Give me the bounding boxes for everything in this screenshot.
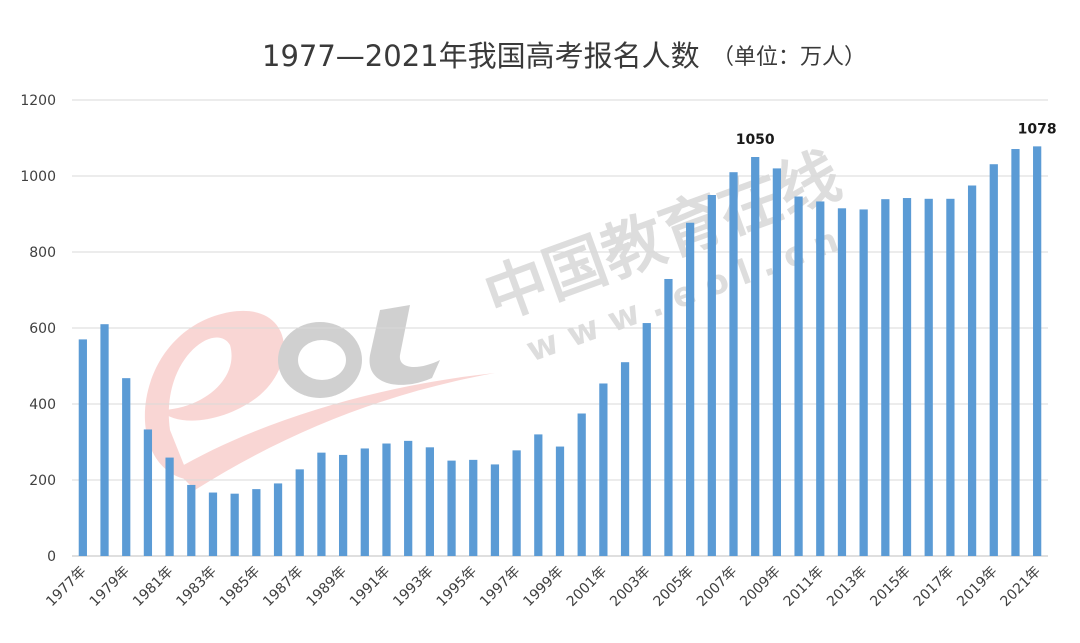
bar-2005年 [686, 222, 695, 557]
y-axis: 0 200 400 600 800 1000 1200 [20, 93, 56, 565]
bar-1998年 [534, 434, 543, 556]
bar-1991年 [382, 443, 391, 556]
bar-1989年 [338, 454, 348, 556]
x-tick-label: 1995年 [434, 564, 480, 610]
eol-watermark-logo [144, 305, 495, 490]
bar-2001年 [599, 383, 608, 556]
x-tick-label: 2001年 [564, 564, 610, 610]
bar-2018年 [967, 185, 977, 556]
bar-1982年 [187, 484, 196, 556]
bar-2016年 [924, 198, 933, 557]
x-tick-label: 1977年 [43, 564, 89, 610]
bar-2006年 [707, 195, 716, 556]
y-tick-label: 1200 [20, 93, 56, 109]
x-tick-label: 1997年 [477, 564, 523, 610]
x-tick-label: 1985年 [217, 564, 263, 610]
bar-2004年 [664, 278, 673, 556]
x-tick-label: 2011年 [781, 564, 827, 610]
x-tick-label: 2019年 [954, 564, 1000, 610]
bar-2009年 [772, 168, 782, 556]
bar-2010年 [794, 196, 803, 556]
bars [78, 146, 1042, 557]
x-tick-label: 2021年 [998, 564, 1044, 610]
x-tick-label: 1999年 [520, 564, 566, 610]
y-tick-label: 800 [29, 245, 56, 261]
data-label: 1050 [736, 132, 775, 148]
bar-1988年 [317, 452, 326, 556]
x-tick-label: 2003年 [607, 564, 653, 610]
bar-2021年 [1033, 146, 1042, 557]
x-tick-label: 2009年 [737, 564, 783, 610]
bar-1978年 [100, 324, 109, 556]
chart-title: 1977—2021年我国高考报名人数 [262, 39, 700, 73]
y-tick-label: 400 [29, 397, 56, 413]
bar-2000年 [577, 413, 586, 556]
bar-2020年 [1011, 149, 1020, 556]
data-labels: 1050 1078 [736, 121, 1057, 148]
bar-1996年 [490, 464, 500, 556]
x-axis: 1977年1979年1981年1983年1985年1987年1989年1991年… [43, 564, 1044, 610]
data-label: 1078 [1018, 121, 1057, 137]
bar-1985年 [252, 489, 261, 556]
bar-2011年 [816, 201, 825, 556]
bar-1995年 [469, 459, 478, 556]
x-tick-label: 2017年 [911, 564, 957, 610]
x-tick-label: 1989年 [304, 564, 350, 610]
bar-1990年 [360, 448, 369, 556]
x-tick-label: 2005年 [651, 564, 697, 610]
bar-1997年 [512, 450, 521, 556]
bar-1987年 [295, 469, 304, 556]
bar-2008年 [751, 157, 760, 556]
x-tick-label: 2007年 [694, 564, 740, 610]
x-tick-label: 1979年 [87, 564, 133, 610]
bar-1994年 [447, 460, 456, 556]
x-tick-label: 2013年 [824, 564, 870, 610]
y-tick-label: 200 [29, 473, 56, 489]
y-tick-label: 600 [29, 321, 56, 337]
x-tick-label: 2015年 [867, 564, 913, 610]
y-tick-label: 1000 [20, 169, 56, 185]
bar-2012年 [837, 208, 847, 557]
y-tick-label: 0 [47, 549, 56, 565]
bar-1983年 [208, 492, 218, 556]
x-tick-label: 1983年 [173, 564, 219, 610]
bar-1993年 [425, 447, 434, 556]
bar-2007年 [729, 172, 738, 556]
bar-2013年 [859, 209, 868, 556]
bar-2002年 [620, 362, 630, 556]
bar-1992年 [404, 440, 413, 556]
x-tick-label: 1991年 [347, 564, 393, 610]
bar-2019年 [989, 164, 998, 556]
bar-1981年 [165, 457, 174, 556]
x-tick-label: 1987年 [260, 564, 306, 610]
bar-1986年 [273, 483, 283, 556]
chart-subtitle: （单位：万人） [712, 45, 866, 70]
bar-2003年 [642, 323, 651, 556]
bar-1977年 [78, 339, 87, 556]
bar-2015年 [902, 198, 912, 557]
bar-1984年 [230, 493, 239, 556]
bar-1979年 [122, 378, 131, 556]
bar-2014年 [881, 199, 890, 556]
bar-1980年 [143, 429, 153, 556]
bar-2017年 [946, 198, 955, 557]
x-tick-label: 1993年 [390, 564, 436, 610]
x-tick-label: 1981年 [130, 564, 176, 610]
bar-1999年 [555, 446, 565, 556]
